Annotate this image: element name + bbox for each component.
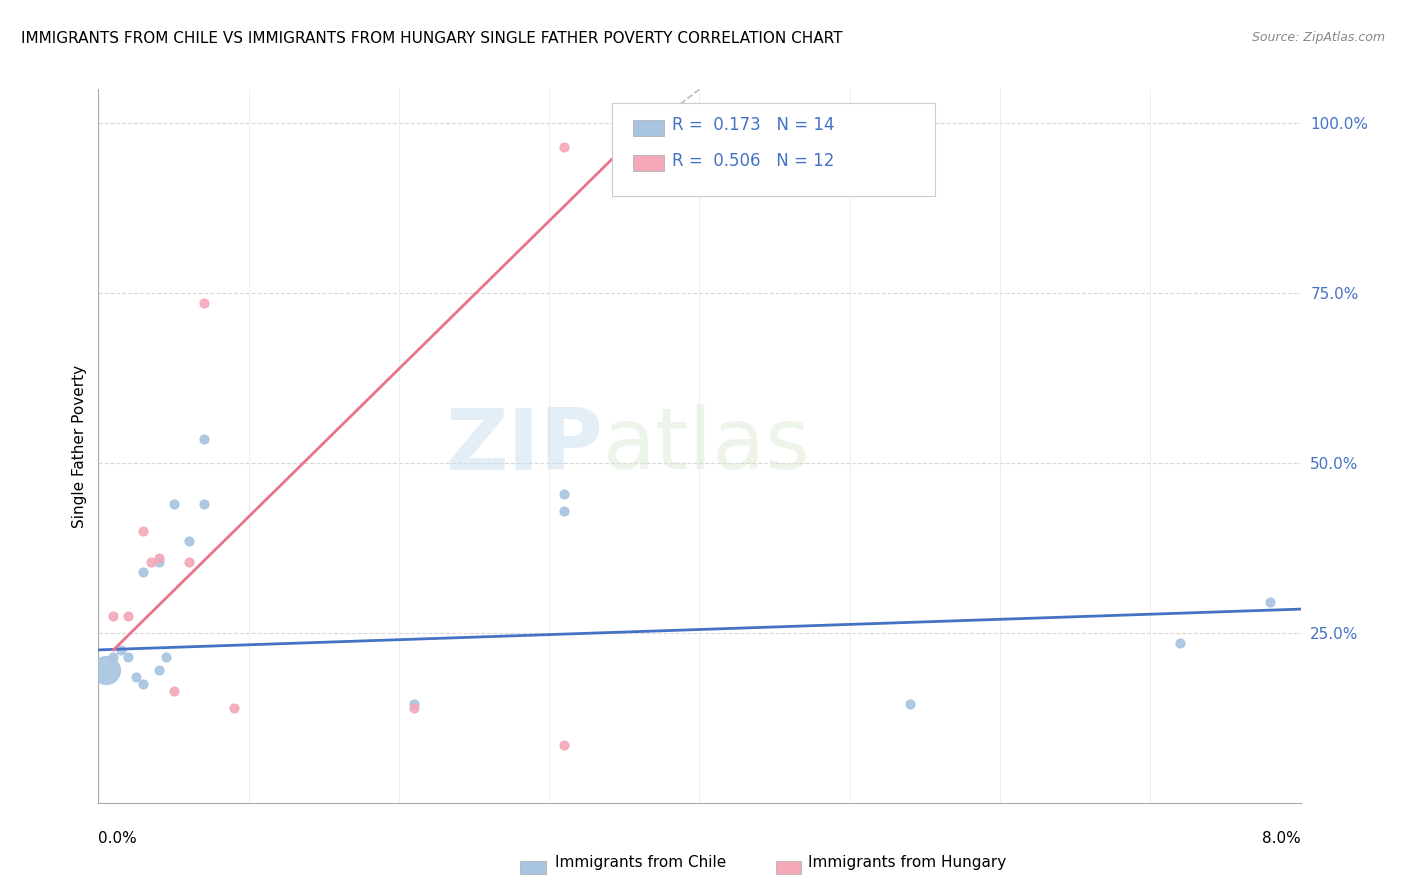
- Text: R =  0.173   N = 14: R = 0.173 N = 14: [672, 116, 835, 134]
- Point: [148, 551, 170, 566]
- Point: [132, 565, 155, 579]
- Point: [553, 503, 575, 517]
- Text: Immigrants from Hungary: Immigrants from Hungary: [808, 855, 1007, 870]
- Point: [132, 677, 155, 691]
- Point: [898, 698, 921, 712]
- Point: [914, 140, 936, 154]
- Point: [162, 497, 184, 511]
- Point: [155, 649, 177, 664]
- Point: [193, 432, 215, 446]
- Point: [103, 608, 125, 623]
- Point: [110, 643, 132, 657]
- Point: [94, 663, 117, 677]
- Point: [177, 555, 200, 569]
- Point: [1260, 595, 1282, 609]
- Point: [117, 608, 139, 623]
- Point: [148, 663, 170, 677]
- Point: [193, 296, 215, 310]
- Point: [162, 683, 184, 698]
- Point: [402, 698, 425, 712]
- Text: atlas: atlas: [603, 404, 811, 488]
- Text: IMMIGRANTS FROM CHILE VS IMMIGRANTS FROM HUNGARY SINGLE FATHER POVERTY CORRELATI: IMMIGRANTS FROM CHILE VS IMMIGRANTS FROM…: [21, 31, 842, 46]
- Point: [139, 555, 162, 569]
- Point: [1168, 636, 1191, 650]
- Point: [402, 700, 425, 714]
- Text: 8.0%: 8.0%: [1261, 831, 1301, 846]
- Point: [553, 738, 575, 752]
- Text: ZIP: ZIP: [446, 404, 603, 488]
- Point: [148, 555, 170, 569]
- Point: [132, 524, 155, 538]
- Point: [553, 486, 575, 500]
- Text: Source: ZipAtlas.com: Source: ZipAtlas.com: [1251, 31, 1385, 45]
- Point: [222, 700, 245, 714]
- Text: Immigrants from Chile: Immigrants from Chile: [555, 855, 727, 870]
- Point: [177, 534, 200, 549]
- Text: R =  0.506   N = 12: R = 0.506 N = 12: [672, 152, 834, 169]
- Point: [103, 649, 125, 664]
- Text: 0.0%: 0.0%: [98, 831, 138, 846]
- Point: [125, 670, 148, 684]
- Y-axis label: Single Father Poverty: Single Father Poverty: [72, 365, 87, 527]
- Point: [193, 497, 215, 511]
- Point: [117, 649, 139, 664]
- Point: [553, 140, 575, 154]
